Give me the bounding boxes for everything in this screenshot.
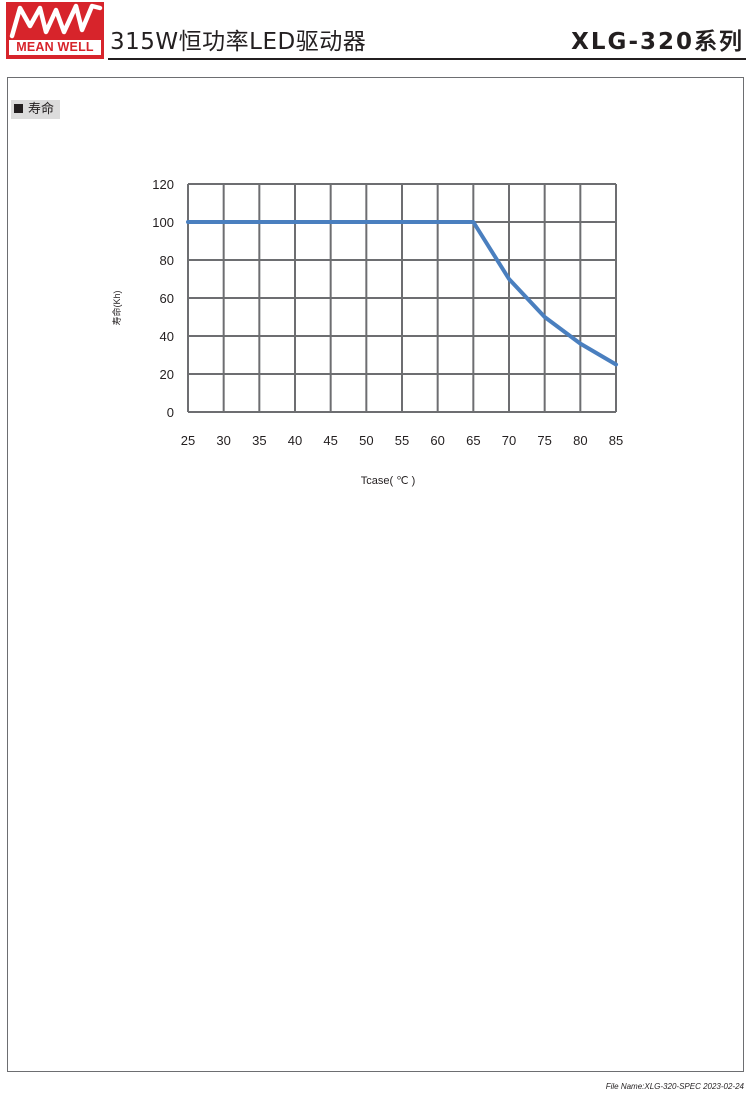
x-tick-label: 85 xyxy=(609,433,623,448)
x-tick-label: 70 xyxy=(502,433,516,448)
chart-grid xyxy=(187,183,617,413)
x-tick-label: 45 xyxy=(323,433,337,448)
series-title: XLG-320系列 xyxy=(571,29,744,55)
file-name-footer: File Name:XLG-320-SPEC 2023-02-24 xyxy=(605,1082,744,1091)
product-title: 315W恒功率LED驱动器 xyxy=(110,29,367,55)
mw-logo-icon xyxy=(9,3,103,39)
section-heading-label: 寿命 xyxy=(28,102,55,117)
chart-ticks: 25 30 35 40 45 50 55 60 65 70 75 80 85 0 20 40 60 80 100 12… xyxy=(152,177,623,448)
y-tick-label: 0 xyxy=(167,405,174,420)
lifetime-chart-svg: 25 30 35 40 45 50 55 60 65 70 75 80 85 0 20 40 60 80 100 12… xyxy=(111,177,623,487)
content-frame xyxy=(7,77,744,1072)
mean-well-logo: MEAN WELL xyxy=(6,2,104,59)
chart-series xyxy=(186,220,618,367)
lifetime-chart: 25 30 35 40 45 50 55 60 65 70 75 80 85 0 20 40 60 80 100 12… xyxy=(100,170,640,500)
y-tick-label: 100 xyxy=(152,215,174,230)
header-rule xyxy=(108,58,746,60)
y-axis-label: 寿命(Kh) xyxy=(111,290,122,325)
section-heading: 寿命 xyxy=(11,100,61,119)
y-tick-label: 40 xyxy=(160,329,174,344)
x-tick-label: 75 xyxy=(537,433,551,448)
x-axis-label: Tcase( ℃ ) xyxy=(361,475,416,487)
x-tick-label: 55 xyxy=(395,433,409,448)
x-tick-label: 50 xyxy=(359,433,373,448)
y-tick-label: 120 xyxy=(152,177,174,192)
x-tick-label: 80 xyxy=(573,433,587,448)
y-tick-label: 80 xyxy=(160,253,174,268)
y-tick-label: 60 xyxy=(160,291,174,306)
square-bullet-icon xyxy=(14,104,23,113)
x-tick-label: 35 xyxy=(252,433,266,448)
x-tick-label: 60 xyxy=(430,433,444,448)
y-tick-label: 20 xyxy=(160,367,174,382)
x-tick-label: 40 xyxy=(288,433,302,448)
logo-text: MEAN WELL xyxy=(9,40,101,55)
x-tick-label: 25 xyxy=(181,433,195,448)
x-tick-label: 65 xyxy=(466,433,480,448)
x-tick-label: 30 xyxy=(216,433,230,448)
